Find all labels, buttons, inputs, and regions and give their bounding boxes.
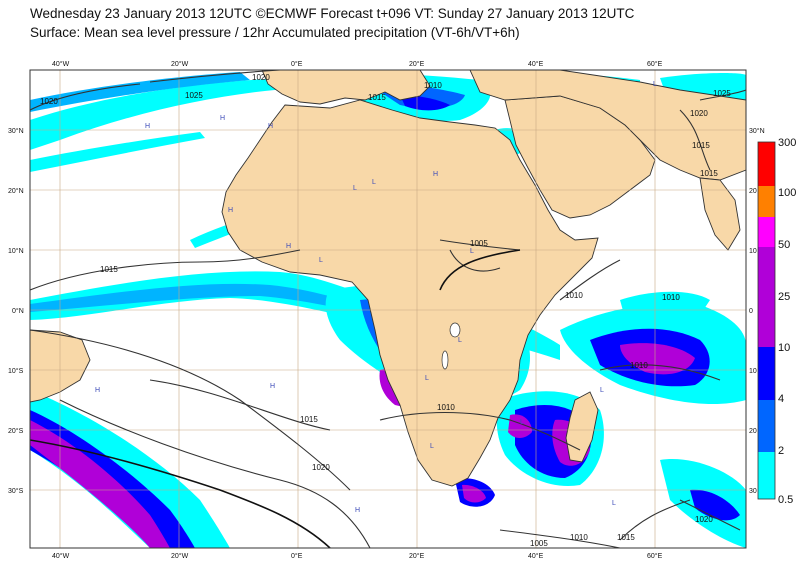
- map-title-line2: Surface: Mean sea level pressure / 12hr …: [30, 25, 520, 40]
- isobars-major: [30, 249, 521, 548]
- isobar-label: 1015: [368, 93, 386, 102]
- pressure-centers: H H H L L H H L H L L L H L L L H H L L: [95, 81, 657, 514]
- pressure-center-marker: H: [268, 123, 273, 130]
- pressure-center-marker: L: [353, 185, 357, 192]
- pressure-center-marker: H: [270, 383, 275, 390]
- map-frame: [29, 69, 747, 549]
- pressure-center-marker: L: [425, 375, 429, 382]
- pressure-center-marker: L: [600, 387, 604, 394]
- isobar-label: 1010: [424, 81, 442, 90]
- pressure-center-marker: L: [653, 81, 657, 88]
- lon-label: 60°E: [647, 60, 663, 68]
- lat-label: 20: [749, 188, 757, 195]
- lon-label: 40°W: [52, 60, 70, 68]
- pressure-center-marker: L: [612, 500, 616, 507]
- isobar-labels: 1020 1025 1020 1015 1010 1025 1020 1015 …: [40, 73, 731, 548]
- pressure-center-marker: L: [372, 179, 376, 186]
- isobar-label: 1020: [252, 73, 270, 82]
- lat-label: 30°N: [8, 127, 24, 135]
- isobar-label: 1015: [692, 141, 710, 150]
- lon-label: 0°E: [291, 552, 303, 560]
- lat-label: 20°S: [8, 427, 24, 435]
- isobar-label: 1020: [40, 97, 58, 106]
- lat-label: 30°N: [749, 127, 765, 135]
- lon-label: 40°W: [52, 552, 70, 560]
- legend-swatch: [758, 452, 775, 499]
- map-title-line1: Wednesday 23 January 2013 12UTC ©ECMWF F…: [30, 6, 635, 21]
- pressure-center-marker: L: [458, 337, 462, 344]
- lon-labels-bottom: 40°W 20°W 0°E 20°E 40°E 60°E: [52, 552, 663, 560]
- lakes: [441, 322, 461, 370]
- legend-label: 25: [778, 291, 790, 303]
- lat-label: 20°N: [8, 187, 24, 195]
- isobar-label: 1010: [437, 403, 455, 412]
- legend-label: 10: [778, 342, 790, 354]
- pressure-center-marker: L: [470, 248, 474, 255]
- lat-label: 10: [749, 248, 757, 255]
- pressure-center-marker: H: [220, 115, 225, 122]
- pressure-center-marker: H: [95, 387, 100, 394]
- legend-swatch: [758, 400, 775, 452]
- isobar-label: 1015: [700, 169, 718, 178]
- lat-label: 10°N: [8, 247, 24, 255]
- isobar-label: 1010: [565, 291, 583, 300]
- pressure-center-marker: H: [433, 171, 438, 178]
- lat-label: 10°S: [8, 367, 24, 375]
- lon-label: 20°W: [171, 60, 189, 68]
- lat-label: 20: [749, 428, 757, 435]
- isobar-label: 1025: [713, 89, 731, 98]
- isobar-label: 1025: [185, 91, 203, 100]
- legend-label: 4: [778, 393, 784, 405]
- isobar-label: 1010: [570, 533, 588, 542]
- pressure-center-marker: L: [520, 419, 524, 426]
- isobar-label: 1020: [690, 109, 708, 118]
- land-masses: [30, 70, 746, 487]
- isobar-label: 1010: [662, 293, 680, 302]
- lon-label: 60°E: [647, 552, 663, 560]
- lat-label: 0: [749, 308, 753, 315]
- graticule: [30, 70, 746, 548]
- legend-swatch: [758, 217, 775, 247]
- pressure-center-marker: H: [355, 507, 360, 514]
- lat-label: 30: [749, 488, 757, 495]
- pressure-center-marker: L: [319, 257, 323, 264]
- isobars: [30, 70, 746, 548]
- isobar-label: 1005: [530, 539, 548, 548]
- legend-label: 2: [778, 445, 784, 457]
- pressure-center-marker: H: [286, 243, 291, 250]
- legend-swatch: [758, 247, 775, 277]
- lat-label: 10: [749, 368, 757, 375]
- lat-labels-left: 30°N 20°N 10°N 0°N 10°S 20°S 30°S: [8, 127, 24, 495]
- isobar-label: 1005: [470, 239, 488, 248]
- legend-swatch: [758, 277, 775, 347]
- legend-label: 300: [778, 137, 796, 149]
- pressure-center-marker: H: [228, 207, 233, 214]
- lon-labels-top: 40°W 20°W 0°E 20°E 40°E 60°E: [52, 60, 663, 68]
- legend-swatch: [758, 186, 775, 217]
- lon-label: 40°E: [528, 552, 544, 560]
- lon-label: 20°E: [409, 60, 425, 68]
- isobar-label: 1015: [617, 533, 635, 542]
- pressure-center-marker: L: [430, 443, 434, 450]
- lat-labels-right: 30°N 20 10 0 10 20 30: [749, 127, 765, 495]
- isobar-label: 1015: [300, 415, 318, 424]
- isobar-label: 1015: [100, 265, 118, 274]
- legend-swatch: [758, 347, 775, 400]
- isobar-label: 1010: [630, 361, 648, 370]
- lon-label: 20°W: [171, 552, 189, 560]
- precipitation-legend: 300 100 50 25 10 4 2 0.5: [757, 137, 796, 506]
- isobar-label: 1020: [312, 463, 330, 472]
- lon-label: 40°E: [528, 60, 544, 68]
- lat-label: 30°S: [8, 487, 24, 495]
- isobar-label: 1020: [695, 515, 713, 524]
- legend-label: 50: [778, 239, 790, 251]
- lon-label: 0°E: [291, 60, 303, 68]
- pressure-center-marker: H: [145, 123, 150, 130]
- legend-swatch: [758, 142, 775, 186]
- lon-label: 20°E: [409, 552, 425, 560]
- lat-label: 0°N: [12, 307, 24, 315]
- legend-label: 100: [778, 187, 796, 199]
- legend-label: 0.5: [778, 494, 793, 506]
